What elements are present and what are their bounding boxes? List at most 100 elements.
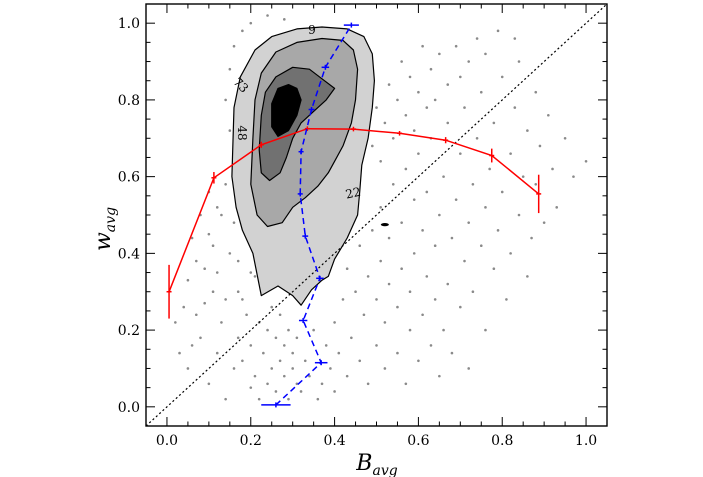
scatter-point [228,252,232,255]
scatter-point [412,129,416,132]
y-axis-label-sub: avg [103,207,119,232]
scatter-point [371,229,374,232]
scatter-point [563,136,567,140]
scatter-point [421,229,424,232]
scatter-point [425,106,429,109]
scatter-point [207,382,211,386]
y-tick-label: 1.0 [118,16,140,32]
x-axis-label-sub: avg [372,463,397,477]
contour-layer [231,26,389,306]
scatter-point [333,321,336,324]
scatter-point [433,98,437,102]
scatter-point [450,351,454,355]
x-tick-label: 0.0 [156,433,178,449]
scatter-point [400,221,403,224]
scatter-point [454,44,458,48]
scatter-point [224,397,227,401]
scatter-point [295,382,299,386]
scatter-point [324,344,328,347]
scatter-point [194,313,198,317]
scatter-point [488,167,491,171]
scatter-point [207,232,211,236]
scatter-point [299,390,303,393]
scatter-point [228,67,232,71]
scatter-point [475,37,479,40]
scatter-point [316,397,320,401]
scatter-point [404,113,408,117]
scatter-point [366,382,370,386]
scatter-point [295,336,299,340]
scatter-point [412,252,416,255]
scatter-point [479,90,483,94]
diagonal-reference-line [145,3,608,427]
scatter-point [400,60,403,63]
scatter-point [534,183,538,186]
scatter-point [391,136,395,140]
scatter-point [463,259,466,263]
scatter-point [379,159,382,163]
scatter-point [287,397,290,401]
x-tick-label: 0.8 [491,433,513,449]
scatter-point [312,328,315,332]
scatter-point [199,336,202,340]
scatter-point [584,159,588,163]
scatter-point [387,282,391,286]
y-axis-label-main: w [91,232,116,251]
scatter-point [396,98,399,102]
scatter-point [320,382,324,386]
scatter-point [429,344,433,347]
scatter-point [262,351,265,355]
scatter-point [211,244,215,247]
scatter-point [341,298,345,301]
scatter-point [241,29,244,33]
scatter-point [467,60,471,63]
scatter-point [358,359,362,363]
scatter-point [278,359,282,363]
scatter-point [350,336,353,340]
scatter-point [496,229,500,232]
scatter-point [429,67,433,71]
scatter-point [362,313,366,317]
scatter-point [438,374,441,378]
scatter-point [417,359,420,363]
scatter-point [287,328,290,332]
scatter-point [174,321,177,324]
scatter-point [467,221,471,224]
contour-level-73 [271,83,302,137]
scatter-point [249,21,253,25]
y-tick-label: 0.0 [118,400,140,416]
scatter-point [404,382,408,386]
scatter-point [329,367,332,370]
scatter-point [236,290,240,294]
scatter-point [249,386,253,389]
scatter-point [484,328,487,332]
scatter-point [408,328,412,332]
scatter-point [572,175,575,178]
scatter-point [446,282,450,286]
scatter-point [303,359,307,363]
scatter-point [308,374,311,378]
scatter-point [241,298,244,301]
scatter-point [551,167,554,171]
scatter-point [249,344,253,347]
x-axis-label: Bavg [355,451,397,477]
scatter-point [274,336,278,340]
scatter-point [459,305,462,309]
scatter-point [215,351,219,355]
scatter-point [211,290,215,294]
scatter-point [291,367,294,370]
y-tick-label: 0.4 [118,246,140,262]
scatter-point [509,152,512,155]
scatter-point [224,298,227,301]
scatter-point [534,90,538,94]
scatter-point [433,298,437,301]
scatter-point [194,259,198,263]
scatter-point [215,206,219,209]
scatter-point [454,198,458,201]
scatter-point [425,190,429,194]
scatter-point [509,252,512,255]
scatter-point [375,106,378,109]
y-tick-label: 0.2 [118,323,140,339]
scatter-point [345,374,349,378]
scatter-point [283,374,286,378]
